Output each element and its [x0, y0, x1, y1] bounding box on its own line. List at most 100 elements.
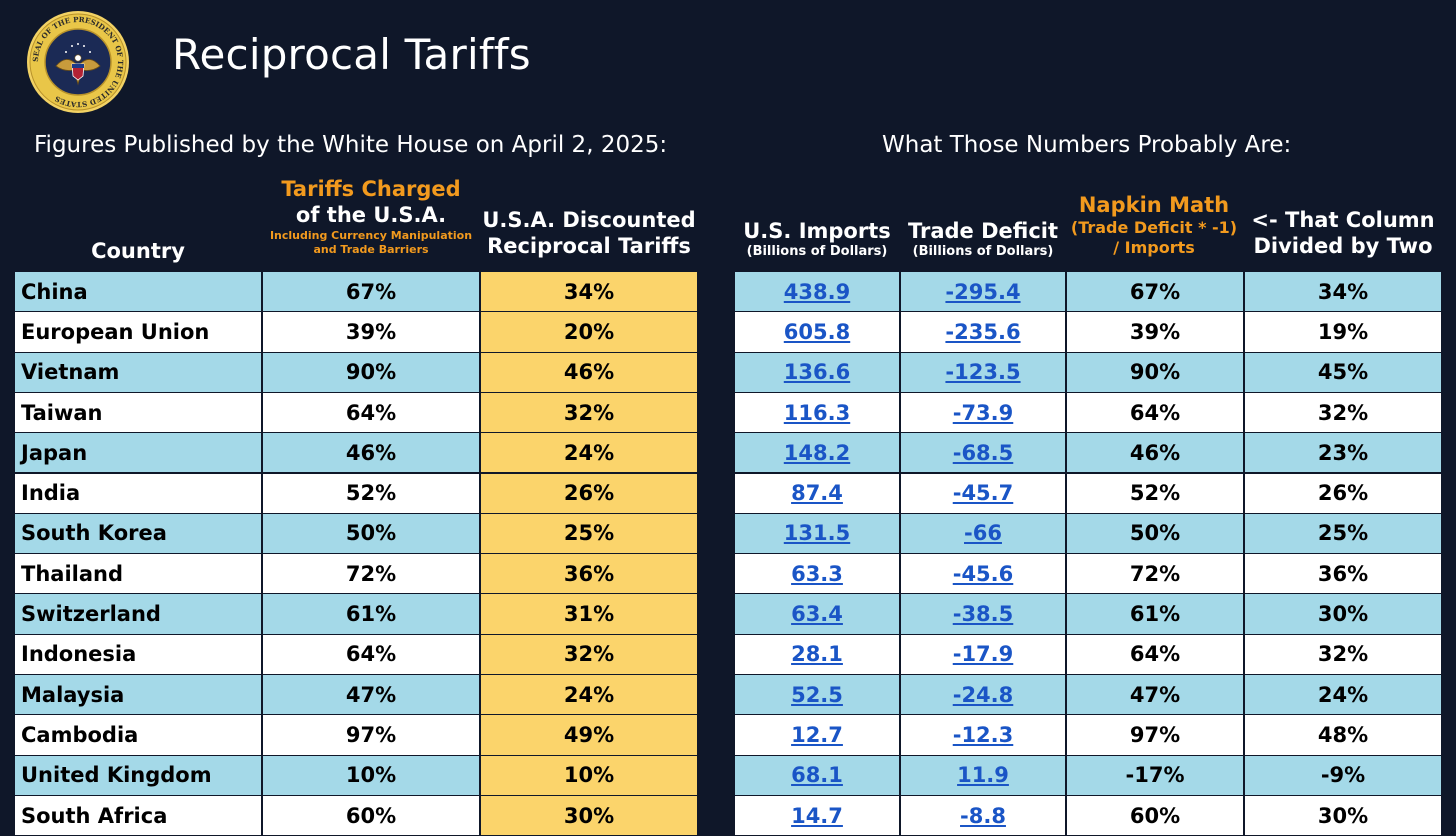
cell-napkin-math-text: 52%: [1129, 481, 1181, 506]
cell-tariffs-charged: 50%: [262, 512, 480, 555]
cell-napkin-math: 97%: [1066, 714, 1244, 756]
cell-tariffs-charged-text: 72%: [345, 561, 397, 586]
cell-trade-deficit-link[interactable]: -45.7: [952, 481, 1014, 506]
cell-discounted-tariff-text: 46%: [563, 360, 615, 385]
cell-half-value: 32%: [1244, 633, 1442, 675]
header-half-line1: <- That Column: [1251, 208, 1435, 232]
cell-tariffs-charged: 64%: [262, 633, 480, 675]
cell-trade-deficit-link[interactable]: -8.8: [960, 803, 1006, 828]
cell-us-imports-link[interactable]: 12.7: [791, 722, 843, 747]
header-tariffs-note1: Including Currency Manipulation: [269, 228, 473, 242]
cell-trade-deficit: -235.6: [900, 311, 1066, 353]
cell-country: Thailand: [14, 553, 262, 595]
cell-country-text: Japan: [21, 440, 88, 465]
cell-napkin-math: 90%: [1066, 351, 1244, 393]
cell-napkin-math-text: 39%: [1129, 319, 1181, 344]
cell-half-value: 30%: [1244, 593, 1442, 635]
cell-us-imports-link[interactable]: 136.6: [783, 360, 851, 385]
header-napkin-line3: / Imports: [1113, 238, 1195, 258]
cell-us-imports-link[interactable]: 87.4: [791, 481, 843, 506]
cell-trade-deficit: -45.7: [900, 472, 1066, 514]
cell-us-imports: 605.8: [734, 311, 900, 353]
cell-half-value-text: 36%: [1317, 561, 1369, 586]
cell-trade-deficit: -66: [900, 512, 1066, 555]
cell-tariffs-charged-text: 67%: [345, 279, 397, 304]
cell-us-imports: 12.7: [734, 714, 900, 756]
cell-trade-deficit-link[interactable]: -45.6: [952, 561, 1014, 586]
cell-trade-deficit-link[interactable]: -24.8: [952, 682, 1014, 707]
cell-discounted-tariff-text: 31%: [563, 602, 615, 627]
cell-napkin-math: 50%: [1066, 512, 1244, 555]
cell-half-value: 23%: [1244, 432, 1442, 474]
cell-napkin-math-text: 67%: [1129, 279, 1181, 304]
cell-us-imports: 14.7: [734, 794, 900, 836]
cell-napkin-math: 72%: [1066, 553, 1244, 595]
cell-half-value: 32%: [1244, 391, 1442, 434]
header-imports-line2: (Billions of Dollars): [746, 244, 888, 260]
cell-us-imports-link[interactable]: 14.7: [791, 803, 843, 828]
cell-country: Indonesia: [14, 633, 262, 675]
cell-discounted-tariff: 24%: [480, 674, 698, 716]
cell-discounted-tariff-text: 25%: [563, 521, 615, 546]
cell-us-imports-link[interactable]: 116.3: [783, 400, 851, 425]
header-napkin: Napkin Math (Trade Deficit * -1) / Impor…: [1066, 192, 1242, 258]
header-deficit-line1: Trade Deficit: [907, 219, 1059, 243]
cell-trade-deficit-link[interactable]: -123.5: [945, 360, 1021, 385]
cell-us-imports-link[interactable]: 63.3: [791, 561, 843, 586]
cell-trade-deficit-link[interactable]: 11.9: [957, 763, 1009, 788]
cell-napkin-math-text: 64%: [1129, 400, 1181, 425]
cell-us-imports-link[interactable]: 68.1: [791, 763, 843, 788]
cell-trade-deficit-link[interactable]: -235.6: [945, 319, 1021, 344]
cell-half-value-text: -9%: [1320, 763, 1366, 788]
cell-us-imports-link[interactable]: 148.2: [783, 440, 851, 465]
cell-tariffs-charged-text: 97%: [345, 722, 397, 747]
cell-us-imports-link[interactable]: 28.1: [791, 642, 843, 667]
cell-tariffs-charged: 61%: [262, 593, 480, 635]
cell-discounted-tariff-text: 26%: [563, 481, 615, 506]
cell-us-imports-link[interactable]: 63.4: [791, 602, 843, 627]
cell-discounted-tariff: 32%: [480, 391, 698, 434]
cell-napkin-math-text: 72%: [1129, 561, 1181, 586]
cell-napkin-math: 60%: [1066, 794, 1244, 836]
cell-trade-deficit-link[interactable]: -38.5: [952, 602, 1014, 627]
cell-tariffs-charged: 39%: [262, 311, 480, 353]
cell-us-imports-link[interactable]: 438.9: [783, 279, 851, 304]
cell-napkin-math: -17%: [1066, 754, 1244, 796]
cell-us-imports-link[interactable]: 605.8: [783, 319, 851, 344]
cell-napkin-math-text: 50%: [1129, 521, 1181, 546]
cell-country: United Kingdom: [14, 754, 262, 796]
cell-country: Taiwan: [14, 391, 262, 434]
cell-trade-deficit: 11.9: [900, 754, 1066, 796]
cell-trade-deficit-link[interactable]: -12.3: [952, 722, 1014, 747]
cell-trade-deficit-link[interactable]: -295.4: [945, 279, 1021, 304]
cell-trade-deficit-link[interactable]: -17.9: [952, 642, 1014, 667]
cell-tariffs-charged: 47%: [262, 674, 480, 716]
cell-us-imports: 87.4: [734, 472, 900, 514]
cell-us-imports-link[interactable]: 52.5: [791, 682, 843, 707]
cell-country: China: [14, 271, 262, 313]
cell-napkin-math: 64%: [1066, 391, 1244, 434]
cell-half-value-text: 45%: [1317, 360, 1369, 385]
cell-country: Malaysia: [14, 674, 262, 716]
cell-country-text: Thailand: [21, 561, 123, 586]
cell-us-imports-link[interactable]: 131.5: [783, 521, 851, 546]
cell-half-value-text: 23%: [1317, 440, 1369, 465]
header-deficit-line2: (Billions of Dollars): [912, 244, 1054, 260]
cell-trade-deficit: -8.8: [900, 794, 1066, 836]
cell-trade-deficit-link[interactable]: -68.5: [952, 440, 1014, 465]
cell-trade-deficit-link[interactable]: -66: [964, 521, 1002, 546]
cell-discounted-tariff-text: 36%: [563, 561, 615, 586]
cell-napkin-math: 67%: [1066, 271, 1244, 313]
cell-us-imports: 131.5: [734, 512, 900, 555]
cell-discounted-tariff: 46%: [480, 351, 698, 393]
left-subtitle: Figures Published by the White House on …: [34, 132, 668, 158]
header-imports: U.S. Imports (Billions of Dollars): [734, 218, 900, 261]
cell-trade-deficit: -68.5: [900, 432, 1066, 474]
cell-tariffs-charged-text: 90%: [345, 360, 397, 385]
cell-discounted-tariff: 36%: [480, 553, 698, 595]
header-tariffs-line1: Tariffs Charged: [281, 177, 461, 201]
cell-napkin-math-text: 46%: [1129, 440, 1181, 465]
cell-trade-deficit-link[interactable]: -73.9: [952, 400, 1014, 425]
cell-napkin-math-text: 90%: [1129, 360, 1181, 385]
presidential-seal-icon: SEAL OF THE PRESIDENT OF THE UNITED STAT…: [27, 11, 129, 113]
